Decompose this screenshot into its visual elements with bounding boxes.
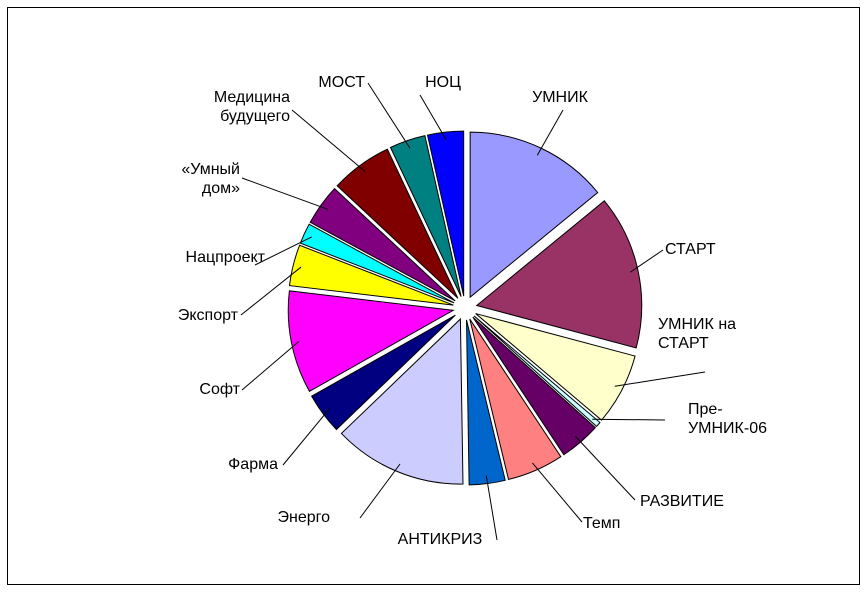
slice-label: МОСТ [318,74,365,91]
slice-label: Фарма [228,456,278,473]
leader-line [254,236,312,266]
leader-line [241,177,328,210]
slice-label: АНТИКРИЗ [397,531,483,548]
pie-slice [288,244,454,306]
leader-line [614,371,706,387]
leader-line [241,340,300,391]
pie-slice [475,313,636,421]
pie-slice [299,223,455,304]
leader-line [367,82,411,149]
slice-label: УМНИК [532,89,588,106]
leader-line [485,475,498,541]
pie-slice [475,200,643,349]
pie-slice [336,148,459,299]
leader-line [574,435,636,501]
slice-label: Энерго [277,509,330,526]
slice-label: Экспорт [177,307,238,324]
leader-line [536,109,564,156]
slice-label: СТАРТ [665,241,716,258]
leader-line [282,408,330,466]
slice-label: «Умный дом» [181,161,240,197]
pie-slice [426,130,465,297]
slice-label: Пре- УМНИК-06 [688,401,767,437]
leader-line [419,94,447,141]
pie-slice [469,318,562,481]
leader-line [359,463,401,519]
slice-label: Темп [583,515,621,532]
slice-label: РАЗВИТИЕ [640,493,724,510]
pie-slice [310,314,456,431]
slice-label: Нацпроект [185,249,265,266]
pie-slice [340,317,464,485]
leader-line [532,462,583,523]
pie-slice [287,290,455,393]
slice-label: Медицина будущего [213,89,290,125]
slice-label: НОЦ [425,74,461,91]
leader-line [240,266,302,316]
frame [7,7,860,585]
leader-line [629,249,664,273]
slice-label: УМНИК на СТАРТ [658,316,737,352]
pie-slice [473,315,601,428]
slice-label: Софт [199,381,240,398]
leader-line [592,418,666,421]
pie-slice [389,135,462,297]
pie-slice [469,131,599,299]
leader-line [291,109,366,172]
pie-slice [309,187,456,302]
